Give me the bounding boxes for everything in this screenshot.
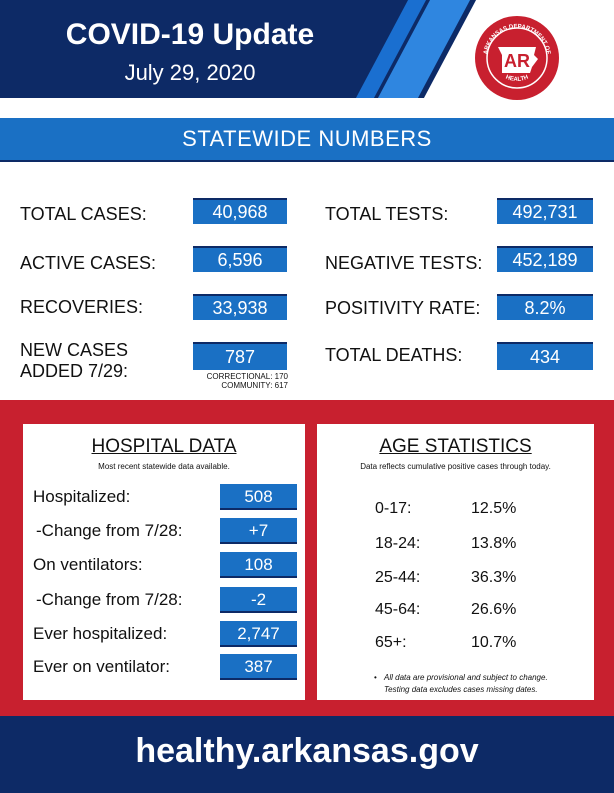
section-banner — [0, 118, 614, 162]
svg-text:HEALTH: HEALTH — [505, 75, 530, 83]
section-title-statewide: STATEWIDE NUMBERS — [182, 126, 432, 151]
age-statistics-subtitle: Data reflects cumulative positive cases … — [360, 462, 551, 471]
seal-bottom-text: HEALTH — [505, 75, 530, 83]
age-pct-45-64: 26.6% — [471, 601, 517, 618]
age-range-45-64: 45-64: — [375, 601, 421, 618]
note-bullet: • — [374, 673, 377, 682]
arkansas-health-seal-logo: ARKANSAS DEPARTMENT OF HEALTH AR — [475, 16, 559, 100]
on-ventilators-value: 108 — [220, 552, 297, 578]
hospitalized-change-label: -Change from 7/28: — [36, 521, 183, 540]
age-pct-65-plus: 10.7% — [471, 634, 517, 651]
total-cases-value: 40,968 — [193, 198, 287, 224]
footer-banner — [0, 716, 614, 793]
ventilators-change-value: -2 — [220, 587, 297, 613]
hospitalized-value: 508 — [220, 484, 297, 510]
age-pct-0-17: 12.5% — [471, 500, 517, 517]
total-tests-value: 492,731 — [497, 198, 593, 224]
age-range-0-17: 0-17: — [375, 500, 412, 517]
seal-center-text: AR — [504, 51, 530, 71]
age-range-65-plus: 65+: — [375, 634, 407, 651]
new-cases-label-line1: NEW CASES — [20, 340, 129, 360]
correctional-cases-note: CORRECTIONAL: 170 — [206, 372, 288, 381]
total-tests-label: TOTAL TESTS: — [325, 204, 449, 224]
recoveries-label: RECOVERIES: — [20, 297, 144, 317]
negative-tests-label: NEGATIVE TESTS: — [325, 253, 483, 273]
ever-on-ventilator-label: Ever on ventilator: — [33, 657, 171, 676]
community-cases-note: COMMUNITY: 617 — [221, 381, 288, 390]
provisional-data-note: All data are provisional and subject to … — [384, 673, 548, 682]
positivity-rate-value: 8.2% — [497, 294, 593, 320]
hospital-data-subtitle: Most recent statewide data available. — [98, 462, 230, 471]
new-cases-label-line2: ADDED 7/29: — [20, 361, 129, 381]
hospitalized-label: Hospitalized: — [33, 487, 131, 506]
ever-hospitalized-label: Ever hospitalized: — [33, 624, 168, 643]
age-range-25-44: 25-44: — [375, 569, 421, 586]
age-range-18-24: 18-24: — [375, 535, 421, 552]
testing-data-note: Testing data excludes cases missing date… — [384, 685, 538, 694]
age-statistics-title: AGE STATISTICS — [379, 436, 532, 457]
recoveries-value: 33,938 — [193, 294, 287, 320]
on-ventilators-label: On ventilators: — [33, 555, 143, 574]
hospitalized-change-value: +7 — [220, 518, 297, 544]
ventilators-change-label: -Change from 7/28: — [36, 590, 183, 609]
ever-on-ventilator-value: 387 — [220, 654, 297, 680]
new-cases-value: 787 — [193, 342, 287, 370]
total-deaths-value: 434 — [497, 342, 593, 370]
website-url: healthy.arkansas.gov — [135, 732, 479, 770]
negative-tests-value: 452,189 — [497, 246, 593, 272]
total-deaths-label: TOTAL DEATHS: — [325, 345, 463, 365]
page-title: COVID-19 Update — [65, 18, 315, 51]
age-statistics-panel — [317, 424, 594, 700]
active-cases-value: 6,596 — [193, 246, 287, 272]
age-pct-25-44: 36.3% — [471, 569, 517, 586]
age-pct-18-24: 13.8% — [471, 535, 517, 552]
active-cases-label: ACTIVE CASES: — [20, 253, 157, 273]
update-date: July 29, 2020 — [124, 60, 256, 85]
banner-underline — [0, 160, 614, 162]
ever-hospitalized-value: 2,747 — [220, 621, 297, 647]
total-cases-label: TOTAL CASES: — [20, 204, 147, 224]
positivity-rate-label: POSITIVITY RATE: — [325, 298, 481, 318]
hospital-data-title: HOSPITAL DATA — [91, 436, 237, 457]
